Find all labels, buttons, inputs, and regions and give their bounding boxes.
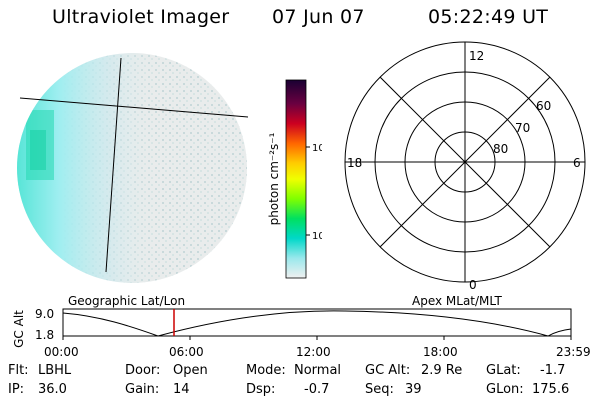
timeline-xtick-2359: 23:59 xyxy=(556,345,591,359)
info-seq: Seq: 39 xyxy=(365,382,422,397)
info-glat-label: GLat: xyxy=(486,363,521,378)
info-glat: GLat: -1.7 xyxy=(486,363,565,378)
observation-date: 07 Jun 07 xyxy=(272,6,365,28)
timeline-geographic-title: Geographic Lat/Lon xyxy=(68,294,185,308)
info-flt: Flt: LBHL xyxy=(8,363,71,378)
info-door: Door: Open xyxy=(125,363,208,378)
info-glat-value: -1.7 xyxy=(540,363,566,378)
info-glon: GLon: 175.6 xyxy=(486,382,569,397)
apex-polar-plot: 12 18 6 0 60 70 80 xyxy=(344,41,586,292)
info-mode-value: Normal xyxy=(294,363,342,378)
title-bar: Ultraviolet Imager 07 Jun 07 05:22:49 UT xyxy=(0,0,600,36)
timeline-axis-label: GC Alt xyxy=(12,310,26,348)
info-seq-value: 39 xyxy=(405,382,422,397)
instrument-status-panel: Flt: LBHL IP: 36.0 Door: Open Gain: 14 Mode:… xyxy=(0,362,600,400)
info-dsp: Dsp: -0.7 xyxy=(246,382,329,397)
timeline-xtick-1800: 18:00 xyxy=(423,345,458,359)
timeline-frame xyxy=(62,308,572,337)
timeline-xtick-0000: 00:00 xyxy=(44,345,79,359)
lat-lon-grid-lines xyxy=(19,57,249,273)
timeline-xtick-1200: 12:00 xyxy=(296,345,331,359)
info-dsp-value: -0.7 xyxy=(304,382,330,397)
info-gain-label: Gain: xyxy=(125,382,160,397)
mlt-label-18: 18 xyxy=(347,156,362,170)
timeline-ytick-9: 9.0 xyxy=(35,307,54,321)
altitude-curve xyxy=(62,310,572,337)
colorbar-unit-label: photon cm⁻²s⁻¹ xyxy=(267,132,281,225)
info-gcalt-value: 2.9 Re xyxy=(421,363,463,378)
info-door-label: Door: xyxy=(125,363,161,378)
info-gain-value: 14 xyxy=(173,382,190,397)
info-ip: IP: 36.0 xyxy=(8,382,67,397)
info-seq-label: Seq: xyxy=(365,382,394,397)
observation-time: 05:22:49 UT xyxy=(428,6,549,28)
info-dsp-label: Dsp: xyxy=(246,382,276,397)
lat-label-70: 70 xyxy=(515,121,530,135)
timeline-apex-title: Apex MLat/MLT xyxy=(412,294,502,308)
info-mode: Mode: Normal xyxy=(246,363,341,378)
instrument-title: Ultraviolet Imager xyxy=(52,6,230,28)
timeline-ytick-1.8: 1.8 xyxy=(35,328,54,342)
colorbar-tick-100: 100 xyxy=(312,143,322,154)
info-glon-value: 175.6 xyxy=(532,382,570,397)
intensity-colorbar: 100 10 photon cm⁻²s⁻¹ xyxy=(267,79,322,279)
colorbar-tick-10: 10 xyxy=(312,231,322,242)
info-ip-value: 36.0 xyxy=(38,382,67,397)
info-flt-label: Flt: xyxy=(8,363,29,378)
info-gcalt-label: GC Alt: xyxy=(365,363,411,378)
mlt-label-0: 0 xyxy=(469,278,477,292)
info-flt-value: LBHL xyxy=(38,363,72,378)
info-gain: Gain: 14 xyxy=(125,382,190,397)
info-gcalt: GC Alt: 2.9 Re xyxy=(365,363,462,378)
earth-disk-image xyxy=(17,53,249,283)
timeline-xtick-0600: 06:00 xyxy=(169,345,204,359)
orbit-timeline: Geographic Lat/Lon Apex MLat/MLT GC Alt … xyxy=(12,294,591,359)
mlt-label-6: 6 xyxy=(573,156,581,170)
info-ip-label: IP: xyxy=(8,382,25,397)
polar-grid xyxy=(344,41,586,283)
lat-label-60: 60 xyxy=(536,99,551,113)
lat-label-80: 80 xyxy=(493,142,508,156)
info-glon-label: GLon: xyxy=(486,382,524,397)
mlt-label-12: 12 xyxy=(469,49,484,63)
info-mode-label: Mode: xyxy=(246,363,286,378)
info-door-value: Open xyxy=(173,363,208,378)
